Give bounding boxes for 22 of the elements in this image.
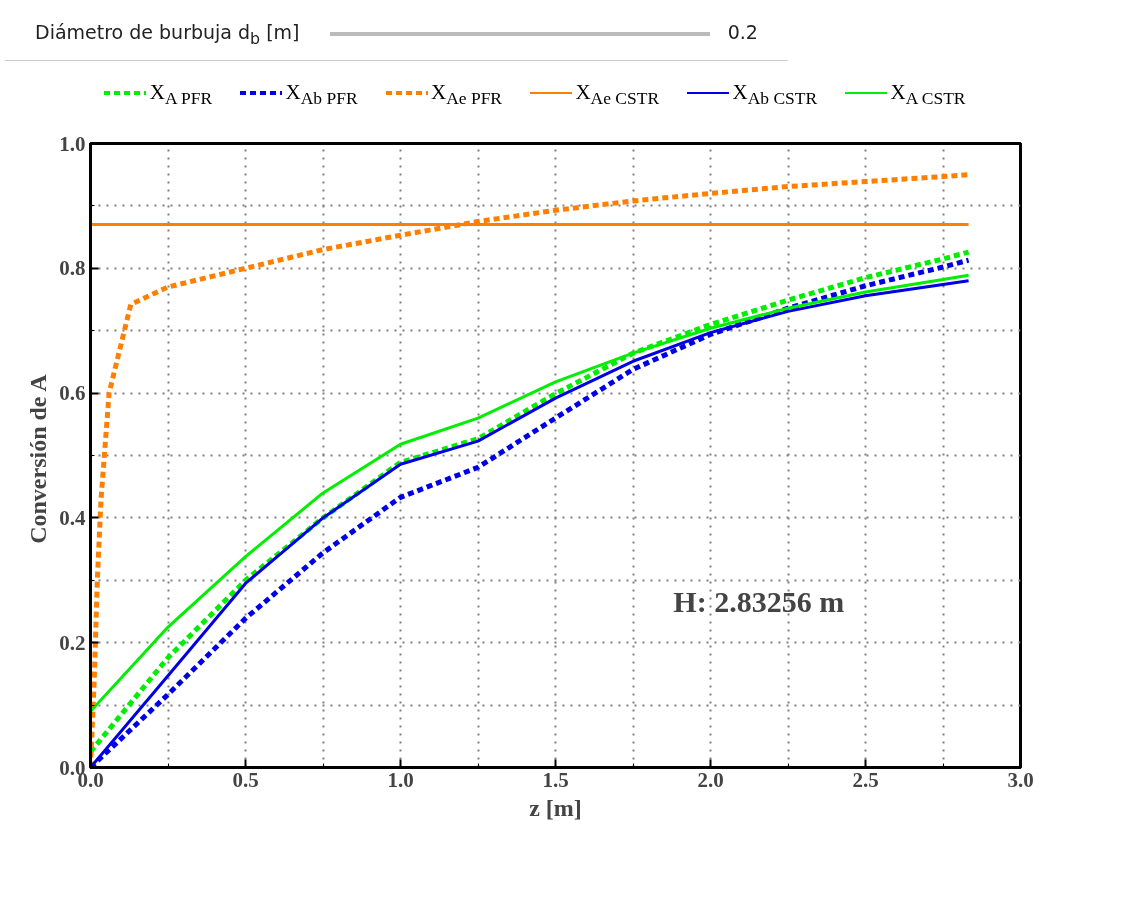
y-tick-label: 0.2: [59, 630, 86, 655]
y-tick-label: 0.4: [59, 505, 86, 530]
x-axis-title: z [m]: [529, 794, 582, 821]
y-tick-label: 1.0: [59, 131, 86, 156]
legend-label: X$_{Ae PFR}$: [430, 80, 503, 109]
x-tick-label: 3.0: [1007, 767, 1034, 792]
text: Diámetro de burbuja d$_{b}$ [m]: [35, 21, 300, 48]
legend-label: X$_{Ab CSTR}$: [732, 80, 818, 109]
legend-label: X$_{A CSTR}$: [890, 80, 966, 109]
y-tick-label: 0.6: [59, 380, 86, 405]
y-axis-title: Conversión de A: [25, 373, 52, 544]
y-tick-label: 0.8: [59, 255, 86, 280]
x-tick-label: 0.5: [232, 767, 259, 792]
x-tick-label: 2.0: [697, 767, 724, 792]
text: 0.2: [727, 21, 758, 43]
x-tick-label: 1.5: [542, 767, 569, 792]
x-tick-label: 1.0: [387, 767, 414, 792]
annotation: H: 2.83256 m: [673, 584, 845, 618]
x-tick-label: 2.5: [852, 767, 879, 792]
legend-label: X$_{Ab PFR}$: [285, 80, 358, 109]
legend-label: X$_{Ae CSTR}$: [575, 80, 660, 109]
legend-label: X$_{A PFR}$: [149, 80, 213, 109]
